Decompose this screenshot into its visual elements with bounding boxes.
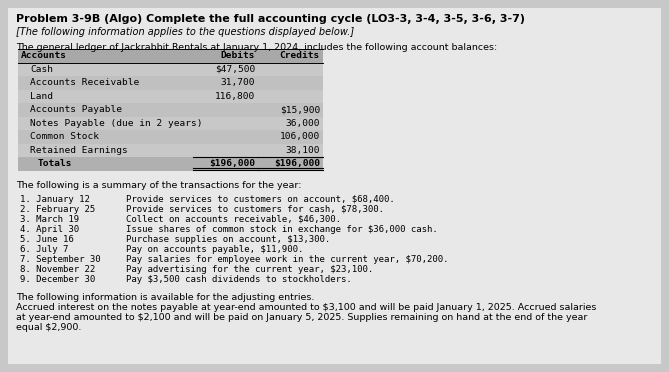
Bar [18, 157, 323, 170]
Text: 5. June 16: 5. June 16 [20, 234, 100, 244]
Text: Purchase supplies on account, $13,300.: Purchase supplies on account, $13,300. [126, 234, 330, 244]
Text: 2. February 25: 2. February 25 [20, 205, 100, 214]
Text: Accounts: Accounts [21, 51, 67, 60]
Text: Totals: Totals [38, 159, 72, 168]
Text: Cash: Cash [30, 65, 53, 74]
Text: Credits: Credits [280, 51, 320, 60]
Text: $15,900: $15,900 [280, 105, 320, 114]
Text: Provide services to customers on account, $68,400.: Provide services to customers on account… [126, 195, 395, 203]
Text: equal $2,900.: equal $2,900. [16, 323, 82, 331]
Text: 31,700: 31,700 [221, 78, 255, 87]
Bar [18, 49, 323, 62]
Text: The following information is available for the adjusting entries.: The following information is available f… [16, 292, 314, 301]
Text: 106,000: 106,000 [280, 132, 320, 141]
Text: Pay salaries for employee work in the current year, $70,200.: Pay salaries for employee work in the cu… [126, 254, 448, 263]
Text: Common Stock: Common Stock [30, 132, 99, 141]
Text: 36,000: 36,000 [286, 119, 320, 128]
Text: Accounts Receivable: Accounts Receivable [30, 78, 139, 87]
Text: 8. November 22: 8. November 22 [20, 264, 100, 273]
Text: $196,000: $196,000 [209, 159, 255, 168]
Text: Retained Earnings: Retained Earnings [30, 146, 128, 155]
Text: 38,100: 38,100 [286, 146, 320, 155]
Text: Notes Payable (due in 2 years): Notes Payable (due in 2 years) [30, 119, 203, 128]
Bar [18, 103, 323, 116]
Text: Pay on accounts payable, $11,900.: Pay on accounts payable, $11,900. [126, 244, 303, 253]
Text: Debits: Debits [221, 51, 255, 60]
Text: Pay advertising for the current year, $23,100.: Pay advertising for the current year, $2… [126, 264, 373, 273]
Text: Issue shares of common stock in exchange for $36,000 cash.: Issue shares of common stock in exchange… [126, 224, 438, 234]
Text: Accounts Payable: Accounts Payable [30, 105, 122, 114]
Text: Collect on accounts receivable, $46,300.: Collect on accounts receivable, $46,300. [126, 215, 341, 224]
Bar [18, 76, 323, 90]
Bar [18, 90, 323, 103]
Text: 6. July 7: 6. July 7 [20, 244, 100, 253]
Text: [The following information applies to the questions displayed below.]: [The following information applies to th… [16, 27, 354, 37]
Bar [18, 144, 323, 157]
Text: 9. December 30: 9. December 30 [20, 275, 100, 283]
Text: 116,800: 116,800 [215, 92, 255, 101]
Text: $196,000: $196,000 [274, 159, 320, 168]
Text: The general ledger of Jackrabbit Rentals at January 1, 2024, includes the follow: The general ledger of Jackrabbit Rentals… [16, 43, 497, 52]
Text: Provide services to customers for cash, $78,300.: Provide services to customers for cash, … [126, 205, 384, 214]
Text: $47,500: $47,500 [215, 65, 255, 74]
Text: 3. March 19: 3. March 19 [20, 215, 100, 224]
Text: Land: Land [30, 92, 53, 101]
Text: 1. January 12: 1. January 12 [20, 195, 100, 203]
Text: 4. April 30: 4. April 30 [20, 224, 100, 234]
Text: Pay $3,500 cash dividends to stockholders.: Pay $3,500 cash dividends to stockholder… [126, 275, 352, 283]
Text: Problem 3-9B (Algo) Complete the full accounting cycle (LO3-3, 3-4, 3-5, 3-6, 3-: Problem 3-9B (Algo) Complete the full ac… [16, 14, 525, 24]
Text: The following is a summary of the transactions for the year:: The following is a summary of the transa… [16, 180, 302, 189]
Text: 7. September 30: 7. September 30 [20, 254, 100, 263]
Bar [18, 62, 323, 76]
Bar [18, 130, 323, 144]
Text: at year-end amounted to $2,100 and will be paid on January 5, 2025. Supplies rem: at year-end amounted to $2,100 and will … [16, 312, 587, 321]
Bar [18, 116, 323, 130]
Text: Accrued interest on the notes payable at year-end amounted to $3,100 and will be: Accrued interest on the notes payable at… [16, 302, 596, 311]
